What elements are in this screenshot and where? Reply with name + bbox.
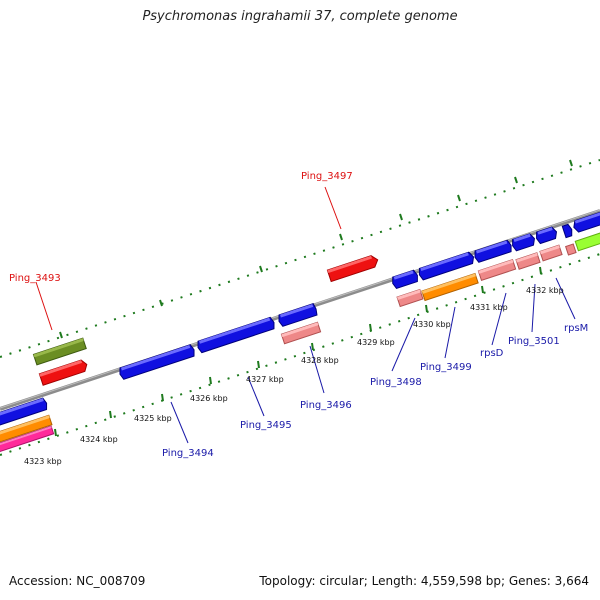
leader-ping-3495 — [247, 376, 265, 417]
tick-label: 4325 kbp — [134, 414, 172, 423]
gene-label-rpsD[interactable]: rpsD — [480, 348, 504, 359]
gene-label-ping-3494[interactable]: Ping_3494 — [162, 448, 214, 459]
gene-blue-edge-small[interactable] — [561, 223, 573, 239]
gene-pink-rpsM[interactable] — [539, 244, 563, 262]
gene-ping-3497-block[interactable] — [326, 254, 379, 283]
tick-label: 4326 kbp — [190, 394, 228, 403]
tick-label: 4330 kbp — [413, 320, 451, 329]
leader-ping-3494 — [170, 401, 189, 444]
leader-ping-3497 — [324, 186, 342, 230]
gene-ping-3501[interactable] — [515, 252, 541, 270]
label-leader-lines — [35, 186, 576, 444]
gene-green-edge-right[interactable] — [574, 231, 600, 252]
accession-label: Accession: NC_008709 — [9, 574, 146, 588]
gene-label-ping-3498[interactable]: Ping_3498 — [370, 377, 422, 388]
gene-blue-3501[interactable] — [511, 233, 537, 252]
gene-blue-rpsM[interactable] — [535, 226, 559, 245]
gene-label-ping-3496[interactable]: Ping_3496 — [300, 400, 352, 411]
leader-ping-3493 — [35, 281, 53, 331]
leader-ping-3496 — [309, 345, 325, 394]
gene-pink-edge-small[interactable] — [565, 243, 577, 256]
tick-label: 4328 kbp — [301, 356, 339, 365]
gene-label-ping-3497[interactable]: Ping_3497 — [301, 171, 353, 182]
gene-blue-3498[interactable] — [391, 269, 419, 290]
tick-label: 4327 kbp — [246, 375, 284, 384]
leader-ping-3498 — [391, 317, 416, 372]
gene-blue-left-edge[interactable] — [0, 397, 48, 428]
gene-ping-3494[interactable] — [118, 344, 196, 380]
leader-ping-3499 — [444, 306, 456, 359]
gene-orange-left-edge[interactable] — [0, 414, 53, 445]
gene-ping-3495[interactable] — [196, 316, 276, 354]
gene-pink-3498[interactable] — [396, 288, 424, 308]
outer-scale-line — [0, 159, 600, 358]
gene-label-ping-3499[interactable]: Ping_3499 — [420, 362, 472, 373]
gene-pink-left-edge[interactable] — [0, 425, 55, 455]
tick-label: 4332 kbp — [526, 286, 564, 295]
gene-label-ping-3495[interactable]: Ping_3495 — [240, 420, 292, 431]
inner-scale-major-ticks — [54, 266, 542, 437]
gene-blue-rpsD[interactable] — [473, 239, 513, 263]
tick-label: 4331 kbp — [470, 303, 508, 312]
gene-label-rpsM[interactable]: rpsM — [564, 323, 588, 334]
gene-ping-3493-block[interactable] — [32, 337, 87, 366]
gene-rpsD[interactable] — [477, 258, 517, 282]
tick-label: 4329 kbp — [357, 338, 395, 347]
map-title: Psychromonas ingrahamii 37, complete gen… — [142, 9, 458, 24]
gene-label-ping-3501[interactable]: Ping_3501 — [508, 336, 560, 347]
outer-scale-major-ticks — [59, 159, 573, 339]
gene-red-upper-left[interactable] — [38, 359, 88, 386]
tick-label: 4324 kbp — [80, 435, 118, 444]
inner-scale-line — [0, 253, 600, 456]
leader-rpsM — [555, 277, 576, 320]
gene-ping-3499[interactable] — [421, 272, 479, 302]
genome-summary-label: Topology: circular; Length: 4,559,598 bp… — [259, 574, 589, 588]
gene-blue-upper-3496[interactable] — [277, 303, 318, 327]
leader-ping-3501 — [531, 283, 536, 333]
tick-label: 4323 kbp — [24, 457, 62, 466]
gene-blue-3499[interactable] — [418, 251, 476, 281]
gene-ping-3496[interactable] — [280, 321, 322, 345]
leader-rpsD — [491, 292, 507, 346]
gene-blue-edge-right[interactable] — [572, 210, 600, 233]
gene-label-ping-3493[interactable]: Ping_3493 — [9, 273, 61, 284]
